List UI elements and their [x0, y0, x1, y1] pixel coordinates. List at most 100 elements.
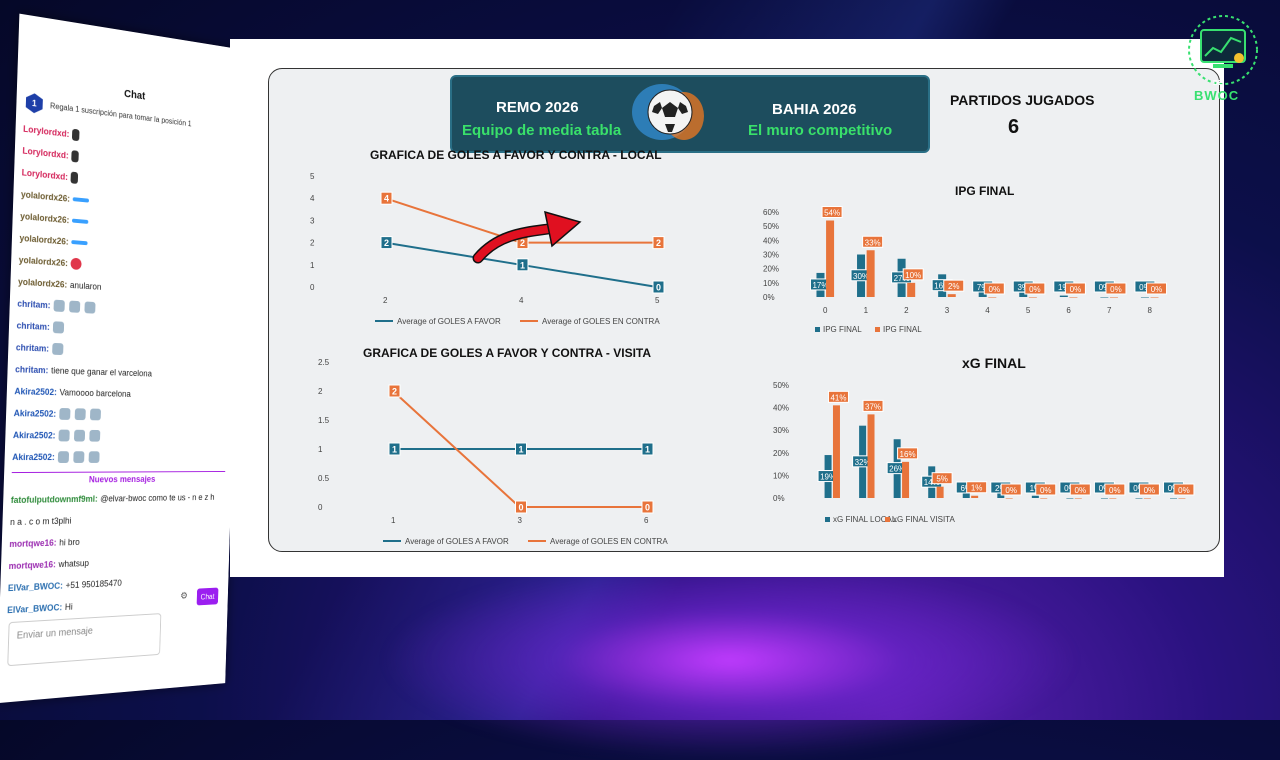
bar [971, 496, 978, 498]
legend-swatch [885, 517, 890, 522]
logo-top-text: DE [1213, 80, 1223, 87]
bar [1075, 498, 1082, 499]
x-tick-label: 6 [1066, 306, 1071, 315]
data-label: 0% [1005, 486, 1017, 495]
data-label: 0% [1070, 285, 1082, 294]
x-tick-label: 6 [644, 516, 649, 525]
bar [833, 405, 840, 498]
legend-label: IPG FINAL [823, 325, 862, 334]
data-label: 0% [1029, 285, 1041, 294]
y-tick-label: 40% [773, 404, 789, 413]
legend-label: Average of GOLES A FAVOR [397, 317, 501, 326]
data-label: 1 [645, 445, 650, 455]
x-tick-label: 4 [985, 306, 990, 315]
bar [1006, 498, 1013, 499]
data-label: 54% [824, 209, 840, 218]
x-tick-label: 4 [519, 296, 524, 305]
data-label: 5% [936, 475, 948, 484]
data-label: 0% [1151, 285, 1163, 294]
data-label: 0% [1040, 486, 1052, 495]
bar [826, 221, 834, 298]
y-tick-label: 0.5 [318, 474, 330, 483]
bar [1144, 498, 1151, 499]
bar [988, 297, 996, 298]
series-line [385, 198, 657, 242]
y-tick-label: 0% [763, 293, 775, 302]
y-tick-label: 50% [773, 381, 789, 390]
y-tick-label: 0% [773, 494, 785, 503]
data-label: 0 [518, 503, 523, 513]
data-label: 1 [392, 445, 397, 455]
data-label: 16% [900, 450, 916, 459]
bar [1170, 498, 1177, 499]
data-label: 33% [865, 238, 881, 247]
data-label: 2% [948, 282, 960, 291]
data-label: 37% [865, 402, 881, 411]
data-label: 41% [830, 393, 846, 402]
legend-label: IPG FINAL [883, 325, 922, 334]
bar [868, 414, 875, 498]
bar [1109, 498, 1116, 499]
x-tick-label: 7 [1107, 306, 1112, 315]
legend-swatch [825, 517, 830, 522]
y-tick-label: 3 [310, 216, 315, 225]
data-label: 4 [384, 194, 389, 204]
logo-text: BWOC [1194, 88, 1239, 103]
x-tick-label: 5 [1026, 306, 1031, 315]
bar [1178, 498, 1185, 499]
data-label: 1 [518, 445, 523, 455]
bar [1040, 498, 1047, 499]
y-tick-label: 10% [763, 279, 779, 288]
x-tick-label: 2 [904, 306, 909, 315]
bar [1069, 297, 1077, 298]
y-tick-label: 20% [773, 449, 789, 458]
y-tick-label: 4 [310, 194, 315, 203]
bar [1141, 297, 1149, 298]
x-tick-label: 3 [945, 306, 950, 315]
bar [1100, 297, 1108, 298]
data-label: 0 [645, 503, 650, 513]
y-tick-label: 5 [310, 172, 315, 181]
bar [867, 250, 875, 297]
legend-label: Average of GOLES A FAVOR [405, 537, 509, 546]
bar [937, 487, 944, 498]
bar [1060, 296, 1068, 297]
x-tick-label: 5 [655, 296, 660, 305]
x-tick-label: 0 [823, 306, 828, 315]
y-tick-label: 30% [773, 426, 789, 435]
bar [1066, 498, 1073, 499]
data-label: 0% [1109, 486, 1121, 495]
x-tick-label: 1 [391, 516, 396, 525]
y-tick-label: 2 [310, 239, 315, 248]
charts-layer: 0 1 2 3 4 5 2 4 5 2 1 0 4 2 2 Average of GOLES A FAVOR A… [0, 0, 1280, 720]
data-label: 1% [971, 484, 983, 493]
y-tick-label: 30% [763, 251, 779, 260]
data-label: 0% [1110, 285, 1122, 294]
x-tick-label: 3 [518, 516, 523, 525]
data-label: 2 [392, 387, 397, 397]
data-label: 0% [1178, 486, 1190, 495]
data-label: 0 [656, 283, 661, 293]
data-label: 10% [905, 271, 921, 280]
bar [902, 462, 909, 498]
data-label: 2 [384, 238, 389, 248]
y-tick-label: 60% [763, 208, 779, 217]
y-tick-label: 2 [318, 387, 323, 396]
data-label: 2 [520, 238, 525, 248]
data-label: 0% [1144, 486, 1156, 495]
y-tick-label: 1 [318, 445, 323, 454]
x-tick-label: 1 [864, 306, 869, 315]
y-tick-label: 0 [318, 503, 323, 512]
bar [1151, 297, 1159, 298]
legend-label: Average of GOLES EN CONTRA [542, 317, 660, 326]
bar [1032, 496, 1039, 498]
y-tick-label: 1 [310, 261, 315, 270]
legend-label: xG FINAL VISITA [893, 515, 955, 524]
y-tick-label: 50% [763, 222, 779, 231]
bar [948, 294, 956, 297]
bar [907, 283, 915, 297]
y-tick-label: 20% [763, 265, 779, 274]
data-label: 0% [1075, 486, 1087, 495]
bar [1110, 297, 1118, 298]
data-label: 2 [656, 238, 661, 248]
